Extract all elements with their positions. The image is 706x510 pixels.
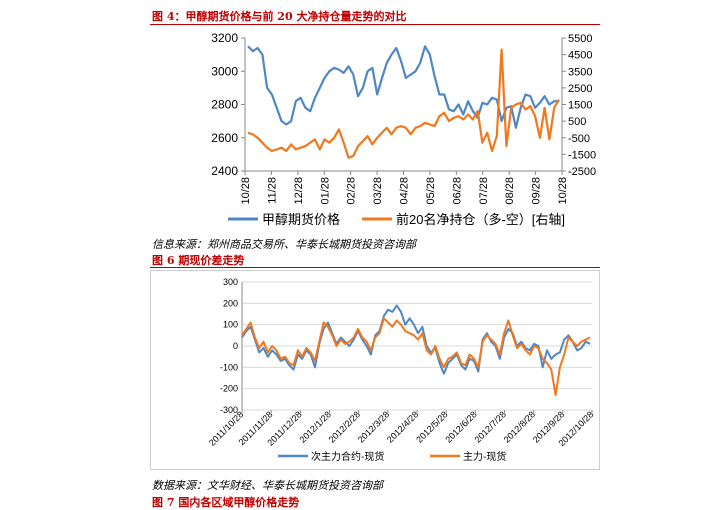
next-contract-basis-line xyxy=(241,304,591,375)
left-tick-label: 2600 xyxy=(211,131,238,145)
x-tick-label: 06/28 xyxy=(451,177,463,205)
right-tick-label: -500 xyxy=(568,133,590,145)
x-tick-label: 03/28 xyxy=(372,177,384,205)
figure4-title-rule xyxy=(150,24,600,25)
y-tick-label: 100 xyxy=(223,320,238,330)
legend-position-label: 前20名净持仓（多-空）[右轴] xyxy=(396,212,565,227)
y-tick-label: 0 xyxy=(233,341,238,351)
right-tick-label: 2500 xyxy=(568,83,592,95)
y-tick-label: -200 xyxy=(220,384,238,394)
price-series-line xyxy=(247,45,559,129)
figure6-source: 数据来源：文华财经、华泰长城期货投资咨询部 xyxy=(152,479,383,492)
net-position-series-line xyxy=(247,48,560,159)
left-tick-label: 3000 xyxy=(211,64,238,78)
x-tick-label: 02/28 xyxy=(346,177,358,205)
y-tick-label: -100 xyxy=(220,362,238,372)
right-tick-label: 1500 xyxy=(568,100,592,112)
price-vs-position-chart: 2400 2600 2800 3000 3200 -2500 -1500 -500 500 150… xyxy=(211,31,596,227)
right-tick-label: -2500 xyxy=(568,166,596,178)
right-tick-label: 500 xyxy=(568,116,586,128)
x-tick-label: 08/28 xyxy=(504,177,516,205)
main-contract-basis-line xyxy=(241,317,591,397)
y-tick-label: 300 xyxy=(223,277,238,287)
left-tick-label: 2800 xyxy=(211,98,238,112)
left-tick-label: 2400 xyxy=(211,164,238,178)
x-tick-label: 11/28 xyxy=(266,177,278,204)
x-tick-label: 01/28 xyxy=(319,177,331,205)
x-tick-label: 04/28 xyxy=(399,177,411,205)
legend-next-contract-label: 次主力合约-现货 xyxy=(311,450,384,463)
figure6-title-rule xyxy=(150,267,600,268)
x-tick-label: 09/28 xyxy=(531,177,543,205)
basis-spread-chart: -300-200-10001002003002011/10/282011/11/… xyxy=(150,270,600,470)
figure4-source: 信息来源：郑州商品交易所、华泰长城期货投资咨询部 xyxy=(152,238,416,251)
right-tick-label: 4500 xyxy=(568,50,592,62)
figure4-title: 图 4：甲醇期货价格与前 20 大净持仓量走势的对比 xyxy=(152,10,407,23)
x-tick-label: 10/28 xyxy=(240,177,252,205)
x-tick-label: 07/28 xyxy=(478,177,490,205)
right-tick-label: 3500 xyxy=(568,66,592,78)
left-tick-label: 3200 xyxy=(211,31,238,45)
y-tick-label: -300 xyxy=(220,405,238,415)
right-tick-label: -1500 xyxy=(568,149,596,161)
legend-main-contract-label: 主力-现货 xyxy=(463,450,506,463)
x-tick-label: 05/28 xyxy=(425,177,437,205)
right-tick-label: 5500 xyxy=(568,33,592,45)
x-tick-label: 12/28 xyxy=(293,177,305,205)
legend-price-label: 甲醇期货价格 xyxy=(262,212,340,227)
figure7-title: 图 7 国内各区域甲醇价格走势 xyxy=(152,496,300,509)
x-tick-label: 10/28 xyxy=(557,177,569,205)
figure6-title: 图 6 期现价差走势 xyxy=(152,254,245,267)
y-tick-label: 200 xyxy=(223,298,238,308)
